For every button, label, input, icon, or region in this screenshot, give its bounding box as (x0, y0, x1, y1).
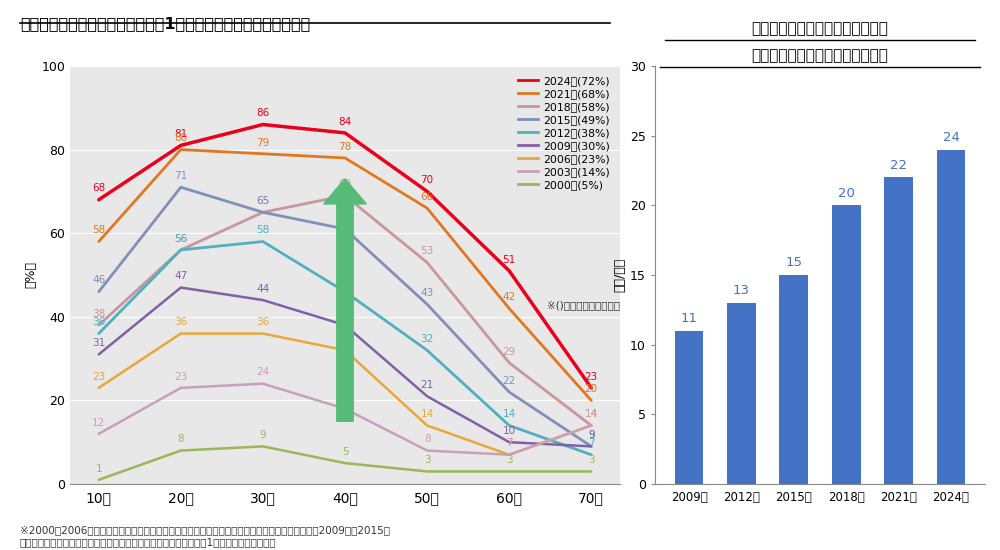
Text: 12: 12 (92, 417, 105, 427)
Text: 23: 23 (174, 372, 187, 382)
Text: 61: 61 (338, 213, 352, 223)
Text: 38: 38 (92, 309, 105, 319)
Text: 9: 9 (588, 430, 595, 440)
Text: 65: 65 (256, 196, 270, 206)
Text: 32: 32 (420, 334, 434, 344)
Text: 11: 11 (681, 312, 698, 325)
Text: 23: 23 (92, 372, 105, 382)
Text: 24: 24 (256, 367, 270, 377)
Text: 42: 42 (503, 292, 516, 302)
Text: 8: 8 (424, 434, 430, 444)
Text: 14: 14 (585, 409, 598, 419)
Text: 「インターネットショッピング」: 「インターネットショッピング」 (752, 21, 888, 36)
Text: 81: 81 (174, 129, 187, 139)
Text: 78: 78 (338, 142, 352, 152)
Text: インターネットショッピングを年1回以上利用する人の割合の推移: インターネットショッピングを年1回以上利用する人の割合の推移 (20, 16, 310, 31)
Text: 5: 5 (342, 447, 348, 457)
Text: 3: 3 (424, 455, 430, 465)
Text: 20: 20 (838, 187, 855, 200)
Text: 29: 29 (503, 346, 516, 356)
Bar (832, 205, 861, 484)
Text: 14: 14 (420, 409, 434, 419)
Text: 86: 86 (256, 108, 270, 118)
Text: 9: 9 (588, 430, 595, 440)
Text: 31: 31 (92, 338, 105, 348)
Text: 36: 36 (256, 317, 270, 327)
Text: 22: 22 (890, 159, 907, 172)
Text: 46: 46 (338, 276, 352, 285)
Legend: 2024年(72%), 2021年(68%), 2018年(58%), 2015年(49%), 2012年(38%), 2009年(30%), 2006年(23: 2024年(72%), 2021年(68%), 2018年(58%), 2015… (514, 72, 615, 194)
Text: 36: 36 (92, 317, 105, 327)
Text: 51: 51 (503, 255, 516, 265)
Text: 47: 47 (174, 271, 187, 281)
Bar (779, 275, 808, 484)
Bar (884, 178, 913, 484)
Text: 46: 46 (92, 276, 105, 285)
Text: 18: 18 (338, 393, 352, 403)
Text: 14: 14 (585, 409, 598, 419)
Text: 71: 71 (174, 171, 187, 181)
Text: 70: 70 (421, 175, 434, 185)
Text: ※2000〜2006年調査は「パソコンを使って商品・サービスの発注をしたことがある人」の割合、2009年〜2015年
　調査は「インターネットショッピング利用者: ※2000〜2006年調査は「パソコンを使って商品・サービスの発注をしたことがあ… (20, 526, 390, 547)
Text: 43: 43 (420, 288, 434, 298)
Text: 66: 66 (420, 192, 434, 202)
Text: 79: 79 (256, 138, 270, 147)
Text: 14: 14 (585, 409, 598, 419)
Text: 68: 68 (92, 184, 105, 194)
Text: 22: 22 (503, 376, 516, 386)
Bar (727, 303, 756, 484)
Bar (675, 331, 703, 484)
Text: 14: 14 (503, 409, 516, 419)
Text: 32: 32 (338, 334, 352, 344)
Text: 20: 20 (585, 384, 598, 394)
Text: 7: 7 (506, 438, 512, 448)
Text: 24: 24 (943, 131, 959, 144)
Text: 58: 58 (256, 226, 270, 235)
Text: 69: 69 (338, 179, 352, 189)
Text: 53: 53 (420, 246, 434, 256)
Text: 利用者の年間平均利用回数の推移: 利用者の年間平均利用回数の推移 (752, 48, 888, 63)
Text: 13: 13 (733, 284, 750, 298)
FancyArrow shape (324, 179, 366, 421)
Text: 7: 7 (588, 438, 595, 448)
Y-axis label: （回/年）: （回/年） (613, 258, 626, 292)
Text: 23: 23 (585, 372, 598, 382)
Text: 56: 56 (174, 234, 187, 244)
Text: 9: 9 (260, 430, 266, 440)
Text: ※()内は各年の全体平均: ※()内は各年の全体平均 (547, 300, 620, 310)
Text: 80: 80 (174, 133, 187, 144)
Y-axis label: （%）: （%） (24, 261, 37, 289)
Text: 10: 10 (503, 426, 516, 436)
Text: 3: 3 (506, 455, 512, 465)
Text: 3: 3 (588, 455, 595, 465)
Text: 56: 56 (174, 234, 187, 244)
Text: 36: 36 (174, 317, 187, 327)
Text: 38: 38 (338, 309, 352, 319)
Text: 58: 58 (92, 226, 105, 235)
Text: 84: 84 (338, 117, 352, 126)
Text: 15: 15 (785, 256, 802, 270)
Text: 1: 1 (95, 464, 102, 474)
Text: 7: 7 (506, 438, 512, 448)
Text: 21: 21 (420, 380, 434, 390)
Text: 8: 8 (178, 434, 184, 444)
Bar (937, 150, 965, 484)
Text: 65: 65 (256, 196, 270, 206)
Text: 44: 44 (256, 284, 270, 294)
